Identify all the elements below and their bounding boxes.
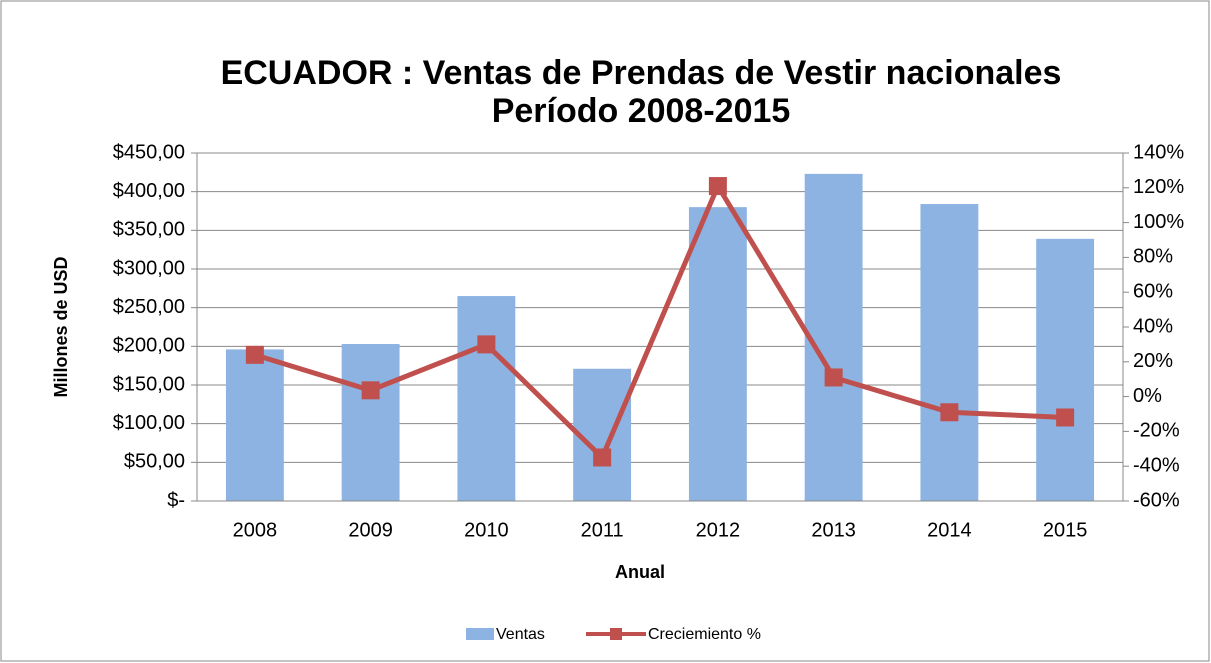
x-axis-title: Anual	[615, 562, 665, 582]
line-marker	[1056, 408, 1075, 427]
y-axis-title: Millones de USD	[51, 256, 71, 397]
line-marker	[824, 368, 843, 387]
y2-tick-label: 20%	[1133, 350, 1173, 372]
bar	[1036, 238, 1095, 501]
bar	[688, 207, 747, 501]
legend-label: Creciemiento %	[648, 626, 761, 643]
line	[254, 180, 1066, 462]
chart-title: ECUADOR : Ventas de Prendas de Vestir na…	[221, 54, 1062, 92]
line-marker	[940, 403, 959, 422]
line-marker	[245, 345, 264, 364]
y2-tick-label: -60%	[1133, 489, 1180, 511]
line-marker	[361, 381, 380, 400]
bar	[341, 344, 400, 501]
y-tick-label: $400,00	[113, 180, 185, 202]
line-marker	[593, 448, 612, 467]
x-tick-label: 2010	[464, 519, 509, 541]
y2-tick-label: 40%	[1133, 315, 1173, 337]
y-tick-label: $200,00	[113, 335, 185, 357]
y2-tick-label: 120%	[1133, 176, 1184, 198]
bar	[573, 368, 632, 501]
y-tick-label: $100,00	[113, 412, 185, 434]
y-tick-label: $50,00	[124, 451, 185, 473]
y-tick-label: $350,00	[113, 219, 185, 241]
chart-title: Período 2008-2015	[492, 92, 791, 130]
y2-tick-label: -20%	[1133, 420, 1180, 442]
x-tick-label: 2009	[348, 519, 393, 541]
legend-marker	[610, 628, 622, 640]
x-tick-label: 2014	[927, 519, 972, 541]
y2-tick-label: -40%	[1133, 454, 1180, 476]
line-marker	[708, 177, 727, 196]
x-tick-label: 2015	[1043, 519, 1088, 541]
y-tick-label: $250,00	[113, 296, 185, 318]
x-tick-label: 2012	[696, 519, 741, 541]
x-tick-label: 2008	[233, 519, 278, 541]
legend-label: Ventas	[496, 626, 545, 643]
bar	[920, 204, 979, 502]
bar	[804, 173, 863, 501]
y2-tick-label: 140%	[1133, 141, 1184, 163]
x-tick-label: 2011	[581, 519, 624, 541]
y2-tick-label: 80%	[1133, 246, 1173, 268]
y-tick-label: $-	[167, 489, 185, 511]
y-tick-label: $300,00	[113, 257, 185, 279]
y2-tick-label: 0%	[1133, 385, 1162, 407]
y-tick-label: $150,00	[113, 373, 185, 395]
legend-swatch	[466, 628, 494, 640]
y-tick-label: $450,00	[113, 141, 185, 163]
bar	[457, 296, 516, 501]
y2-tick-label: 60%	[1133, 280, 1173, 302]
y2-tick-label: 100%	[1133, 211, 1184, 233]
bar	[225, 349, 284, 501]
line-marker	[477, 335, 496, 354]
x-tick-label: 2013	[811, 519, 856, 541]
